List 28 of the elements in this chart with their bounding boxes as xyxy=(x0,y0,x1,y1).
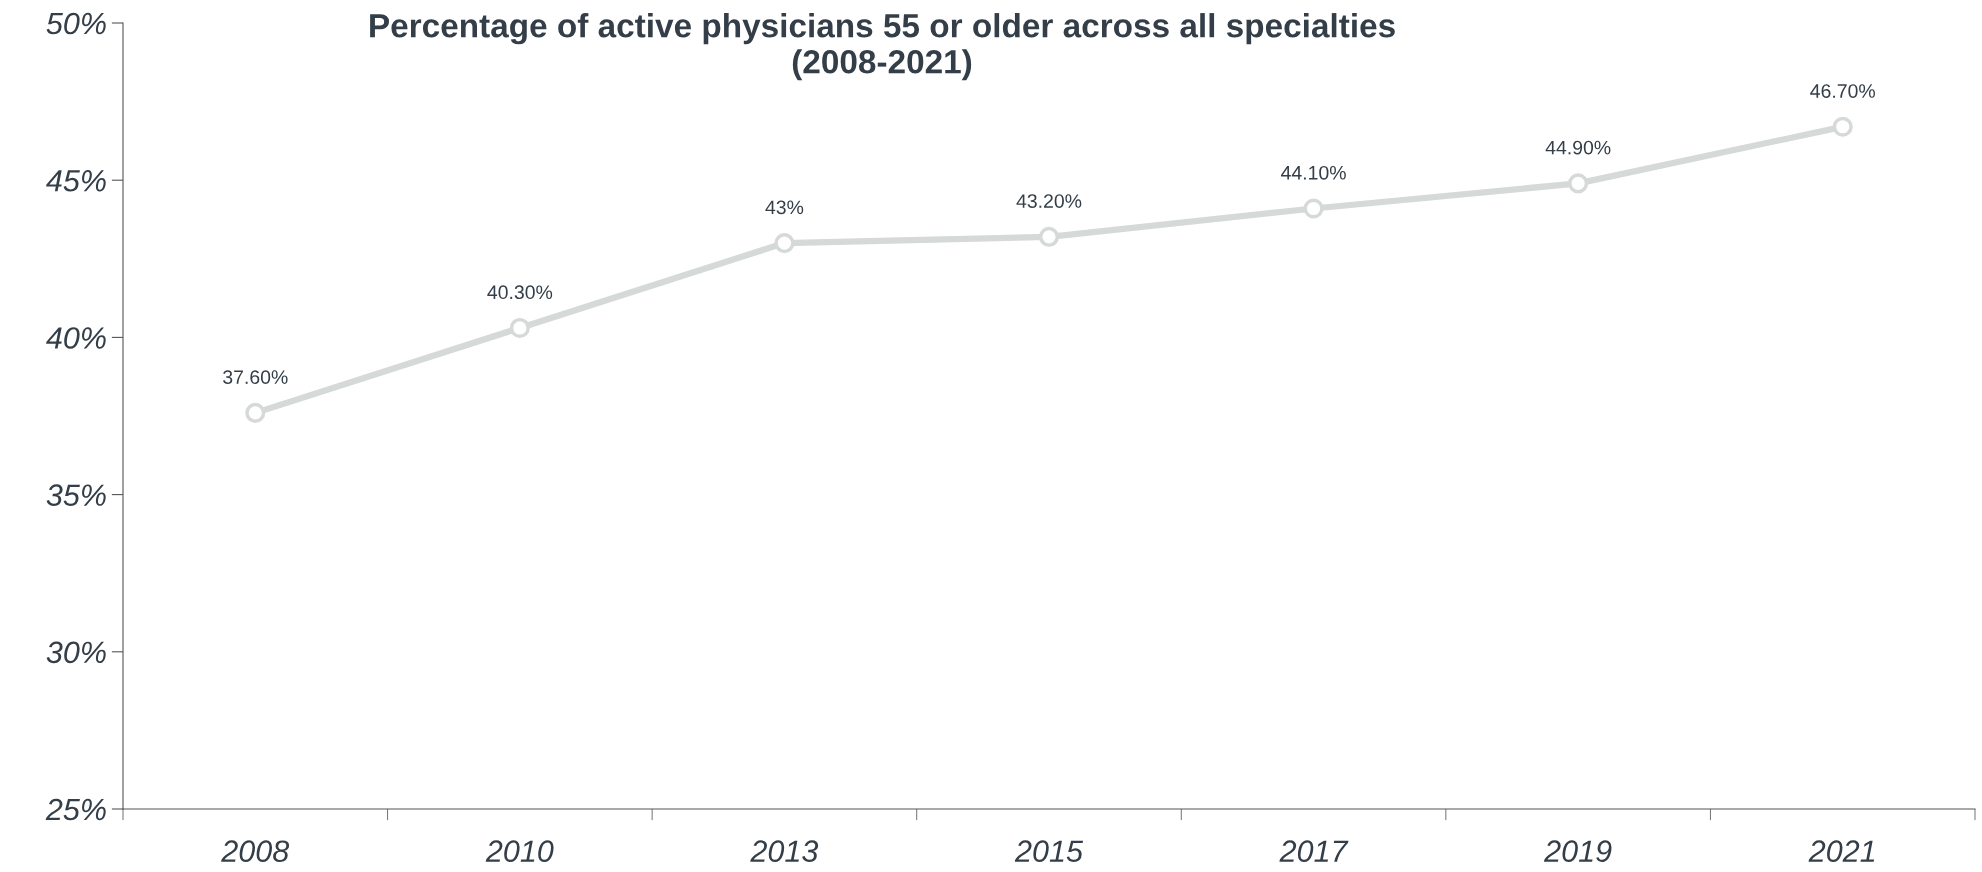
point xyxy=(1832,116,1853,137)
data-label: 44.10% xyxy=(1281,165,1346,180)
data-label: 37.60% xyxy=(223,370,288,385)
data-label: 40.30% xyxy=(487,285,553,300)
y-tick-label: 40% xyxy=(46,327,106,349)
x-tick-label: 2010 xyxy=(485,840,554,862)
y-tick-label: 45% xyxy=(46,170,106,192)
chart-title: Percentage of active physicians 55 or older across all specialties (2008-2021) xyxy=(370,13,1395,81)
x-tick-label: 2008 xyxy=(221,840,290,862)
point xyxy=(509,317,530,339)
data-label: 46.70% xyxy=(1810,84,1875,98)
point xyxy=(1303,198,1324,219)
y-tick-label: 30% xyxy=(46,641,106,664)
x-tick-label: 2019 xyxy=(1543,840,1612,862)
data-label: 44.90% xyxy=(1545,140,1611,155)
data-label: 43% xyxy=(765,200,804,215)
x-tick-label: 2021 xyxy=(1808,840,1875,862)
point xyxy=(774,233,795,254)
data-label: 43.20% xyxy=(1016,194,1082,208)
y-tick-label: 50% xyxy=(46,12,106,35)
point xyxy=(245,402,266,423)
x-tick-label: 2013 xyxy=(750,840,819,862)
point xyxy=(1038,226,1060,247)
y-tick-label: 25% xyxy=(45,798,106,821)
x-tick-label: 2017 xyxy=(1279,840,1349,862)
x-tick-label: 2015 xyxy=(1014,840,1084,862)
point xyxy=(1568,173,1589,194)
y-tick-label: 35% xyxy=(46,484,106,506)
